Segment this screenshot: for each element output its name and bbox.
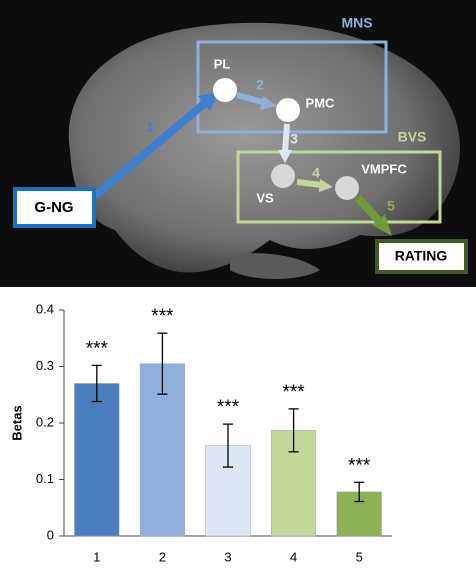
bar [74,383,119,536]
brain-panel: MNS BVS PL PMC VS VMPFC 1 2 3 4 5 G-NG R… [0,0,476,287]
significance-label: *** [217,397,240,418]
significance-label: *** [86,338,109,359]
arrow-label: 1 [146,119,154,135]
node-label: PMC [306,95,336,110]
x-tick-label: 2 [159,549,166,564]
y-tick-label: 0.1 [36,471,54,486]
x-tick-label: 5 [356,549,363,564]
y-tick-label: 0 [47,527,54,542]
arrow-3 [285,124,287,152]
x-tick-label: 3 [224,549,231,564]
node-vmpfc [335,176,359,200]
node-vs [271,164,295,188]
significance-label: *** [151,306,174,327]
y-tick-label: 0.4 [36,301,54,316]
x-tick-label: 4 [290,549,297,564]
input-label: G-NG [34,199,73,216]
arrow-label: 3 [290,131,298,147]
node-pl [213,78,237,102]
bvs-label: BVS [398,129,427,145]
arrow-label: 5 [387,198,395,214]
node-label: VS [256,190,274,205]
mns-label: MNS [341,15,372,31]
significance-label: *** [283,382,306,403]
node-label: VMPFC [361,161,407,176]
node-pmc [276,98,300,122]
y-axis-label: Betas [9,405,24,440]
arrow-4 [297,182,322,185]
node-label: PL [214,56,231,71]
significance-label: *** [348,455,371,476]
figure: MNS BVS PL PMC VS VMPFC 1 2 3 4 5 G-NG R… [0,0,476,570]
y-tick-label: 0.3 [36,358,54,373]
bar-chart: Betas 0 0.1 0.2 0.3 0.4 1 *** 2 *** 3 *** 4 *** 5 *** [9,301,392,564]
output-label: RATING [395,248,448,264]
x-tick-label: 1 [93,549,100,564]
arrow-label: 2 [256,77,264,93]
arrow-label: 4 [312,165,320,181]
y-tick-label: 0.2 [36,414,54,429]
